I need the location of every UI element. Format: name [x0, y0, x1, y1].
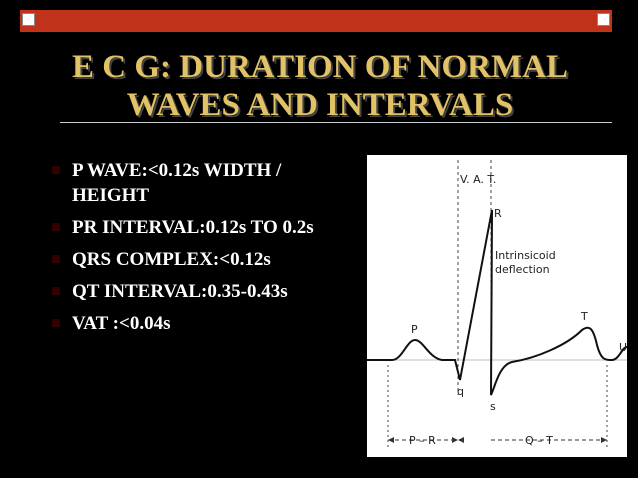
bar-square	[597, 13, 610, 26]
figure-label: s	[490, 400, 496, 413]
title-rule	[60, 122, 612, 123]
figure-label: R	[494, 207, 502, 220]
bullet: PR INTERVAL:0.12s TO 0.2s	[50, 215, 360, 240]
figure-label: U	[619, 341, 627, 354]
figure-label: Intrinsicoid	[495, 249, 556, 262]
figure-label: q	[457, 385, 464, 398]
figure-label: P	[411, 323, 418, 336]
figure-label: T	[580, 310, 588, 323]
bar-square	[22, 13, 35, 26]
figure-label: V. A. T.	[460, 173, 496, 186]
bullet: VAT :<0.04s	[50, 311, 360, 336]
bullet: QT INTERVAL:0.35-0.43s	[50, 279, 360, 304]
ecg-figure: V. A. T. R Intrinsicoid deflection P T U…	[367, 155, 627, 457]
title-line: E C G: DURATION OF NORMAL	[72, 49, 568, 85]
bullet-list: P WAVE:<0.12s WIDTH / HEIGHT PR INTERVAL…	[50, 158, 360, 343]
bullet: P WAVE:<0.12s WIDTH / HEIGHT	[50, 158, 360, 208]
figure-bg	[367, 155, 627, 457]
figure-label: P – R	[409, 434, 436, 447]
figure-label: deflection	[495, 263, 550, 276]
title-line: WAVES AND INTERVALS	[126, 87, 514, 123]
slide-title: E C G: DURATION OF NORMAL WAVES AND INTE…	[40, 48, 600, 124]
ecg-wave	[367, 209, 627, 396]
figure-label: Q – T	[525, 434, 553, 447]
bullet: QRS COMPLEX:<0.12s	[50, 247, 360, 272]
top-bar	[20, 10, 612, 32]
